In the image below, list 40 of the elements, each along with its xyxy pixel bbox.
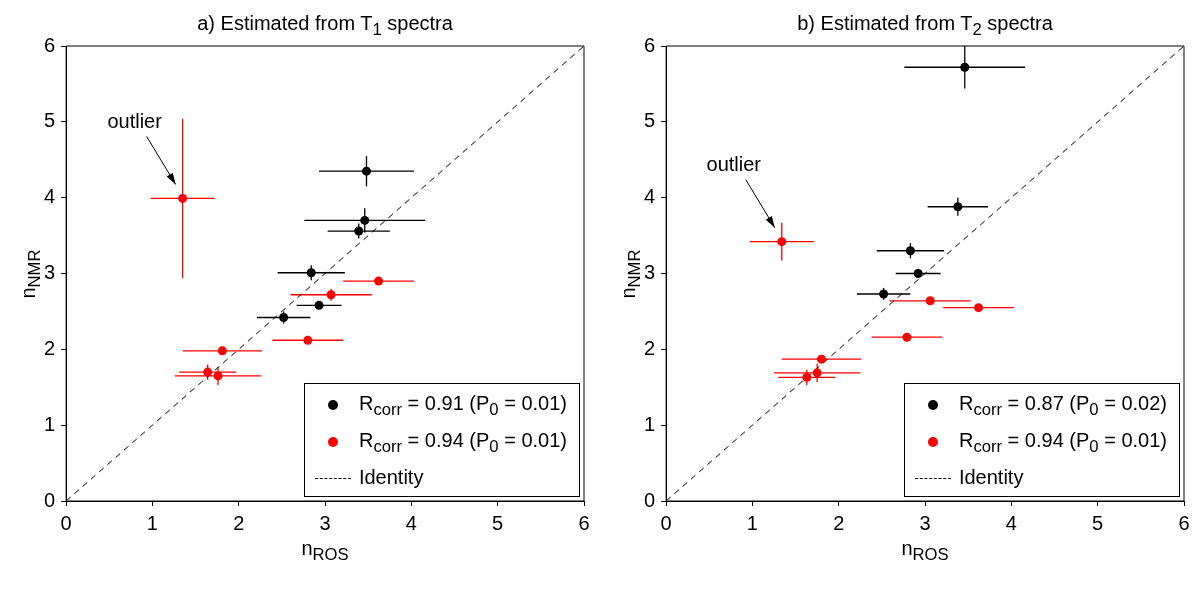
legend-label: R$_{corr}$ = 0.91 (P$_{0}$ = 0.01) xyxy=(358,392,567,419)
x-tick-label: 3 xyxy=(319,511,331,534)
x-tick-label: 1 xyxy=(146,511,158,534)
x-tick-label: 3 xyxy=(919,511,931,534)
annotation: outlier xyxy=(107,109,163,132)
chart-title: a) Estimated from T$_{1}$ spectra xyxy=(196,12,454,40)
y-tick-label: 0 xyxy=(44,488,56,511)
x-axis-title: n$_{ROS}$ xyxy=(300,537,350,565)
y-tick-label: 3 xyxy=(644,261,656,284)
x-tick-label: 5 xyxy=(1092,511,1104,534)
x-tick-label: 0 xyxy=(660,511,672,534)
x-tick-label: 2 xyxy=(833,511,845,534)
y-tick-label: 2 xyxy=(644,336,656,359)
legend-label: Identity xyxy=(358,466,424,488)
y-tick-label: 1 xyxy=(44,412,56,435)
x-tick-label: 5 xyxy=(492,511,504,534)
annotation: outlier xyxy=(706,153,762,176)
y-tick-label: 4 xyxy=(644,185,656,208)
x-tick-label: 4 xyxy=(405,511,417,534)
x-tick-label: 1 xyxy=(746,511,758,534)
y-tick-label: 5 xyxy=(44,109,56,132)
y-tick-label: 0 xyxy=(644,488,656,511)
x-tick-label: 6 xyxy=(1178,511,1190,534)
x-tick-label: 4 xyxy=(1005,511,1017,534)
y-tick-label: 4 xyxy=(44,185,56,208)
y-tick-label: 2 xyxy=(44,336,56,359)
y-tick-label: 5 xyxy=(644,109,656,132)
legend-label: R$_{corr}$ = 0.87 (P$_{0}$ = 0.02) xyxy=(958,392,1167,419)
y-tick-label: 6 xyxy=(44,33,56,56)
legend-label: Identity xyxy=(958,466,1024,488)
legend-label: R$_{corr}$ = 0.94 (P$_{0}$ = 0.01) xyxy=(958,429,1167,456)
x-tick-label: 0 xyxy=(60,511,72,534)
y-tick-label: 6 xyxy=(644,33,656,56)
x-tick-label: 6 xyxy=(578,511,590,534)
x-axis-title: n$_{ROS}$ xyxy=(900,537,950,565)
y-tick-label: 1 xyxy=(644,412,656,435)
y-tick-label: 3 xyxy=(44,261,56,284)
legend-label: R$_{corr}$ = 0.94 (P$_{0}$ = 0.01) xyxy=(358,429,567,456)
x-tick-label: 2 xyxy=(233,511,245,534)
chart-title: b) Estimated from T$_{2}$ spectra xyxy=(796,12,1054,40)
